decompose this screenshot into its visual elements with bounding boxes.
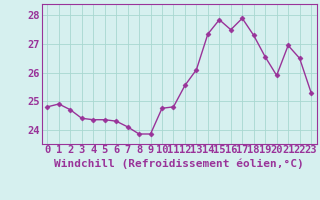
X-axis label: Windchill (Refroidissement éolien,°C): Windchill (Refroidissement éolien,°C) — [54, 158, 304, 169]
